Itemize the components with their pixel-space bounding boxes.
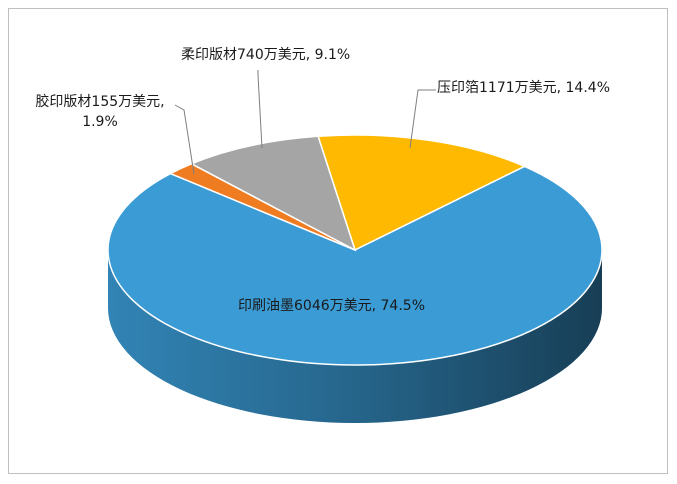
pie-slice	[317, 134, 527, 252]
chart-frame	[8, 8, 668, 474]
leader-line	[257, 70, 263, 149]
label-category: 印刷油墨	[238, 298, 294, 314]
leader-lines	[174, 70, 436, 175]
label-value: 6046万美元, 74.5%	[294, 298, 426, 314]
data-label: 胶印版材155万美元, 1.9%	[20, 92, 180, 132]
label-category: 柔印版材	[181, 47, 237, 63]
label-value: 155万美元, 1.9%	[82, 94, 165, 130]
pie-slice	[107, 165, 603, 366]
data-label: 压印箔1171万美元, 14.4%	[437, 78, 610, 98]
leader-line	[174, 104, 195, 175]
label-category: 胶印版材	[35, 94, 92, 110]
label-value: 1171万美元, 14.4%	[479, 80, 611, 96]
label-category: 压印箔	[437, 80, 479, 96]
data-label: 柔印版材740万美元, 9.1%	[181, 45, 350, 65]
data-label: 印刷油墨6046万美元, 74.5%	[238, 296, 425, 316]
label-value: 740万美元, 9.1%	[237, 47, 351, 63]
slice-side-shade	[108, 250, 602, 423]
leader-line	[409, 89, 436, 149]
pie-slice	[189, 135, 357, 252]
